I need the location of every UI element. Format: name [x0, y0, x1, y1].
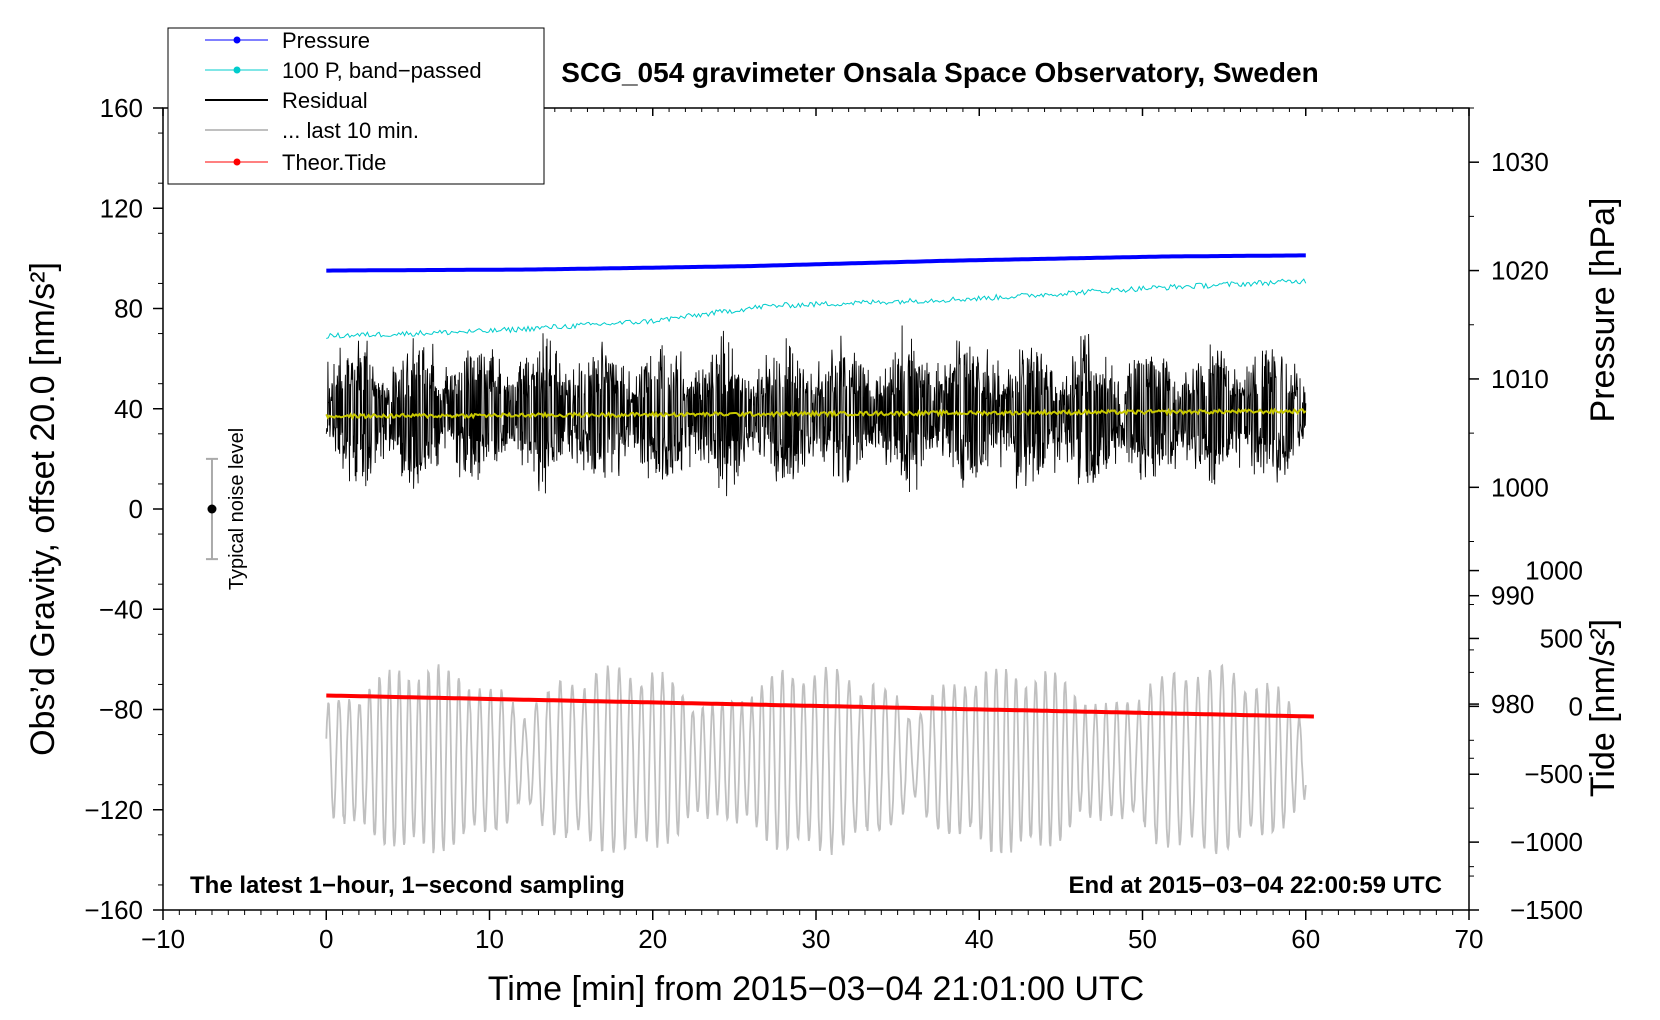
- legend-box: [167, 27, 545, 185]
- legend-item-theor-tide: Theor.Tide: [205, 150, 386, 175]
- plot-frame: [162, 107, 1470, 911]
- x-tick-label: 30: [802, 924, 831, 954]
- y-pressure-tick-label: 980: [1491, 689, 1534, 719]
- y-pressure-tick-label: 1000: [1491, 472, 1549, 502]
- legend-item-band-passed: 100 P, band−passed: [205, 58, 482, 83]
- y-tide-tick-label: 500: [1540, 623, 1583, 653]
- legend: Pressure 100 P, band−passed Residual ...…: [167, 27, 545, 185]
- x-tick-label: −10: [141, 924, 185, 954]
- y-left-tick-label: 160: [100, 93, 143, 123]
- y-left-tick-label: −80: [99, 695, 143, 725]
- y-tide-tick-label: −1000: [1510, 827, 1583, 857]
- legend-marker-band-passed: [233, 66, 241, 74]
- legend-item-residual: Residual: [205, 88, 368, 113]
- y-pressure-tick-label: 990: [1491, 581, 1534, 611]
- data-series: [325, 253, 1314, 855]
- series-residual: [325, 325, 1307, 497]
- y-tide-tick-label: 0: [1569, 691, 1583, 721]
- x-tick-label: 50: [1128, 924, 1157, 954]
- legend-label-theor-tide: Theor.Tide: [282, 150, 386, 175]
- legend-marker-pressure: [233, 36, 241, 44]
- x-tick-label: 40: [965, 924, 994, 954]
- x-tick-label: 0: [319, 924, 333, 954]
- y-tide-tick-label: −1500: [1510, 895, 1583, 925]
- y-left-tick-label: −160: [84, 895, 143, 925]
- x-tick-label: 20: [638, 924, 667, 954]
- x-tick-label: 10: [475, 924, 504, 954]
- y-left-tick-label: 40: [114, 394, 143, 424]
- y-left-tick-label: −120: [84, 795, 143, 825]
- chart-title: SCG_054 gravimeter Onsala Space Observat…: [561, 57, 1318, 88]
- axis-ticks: −10 0 10 20 30 40 50 60 7016012080400−40−80−120−…: [84, 93, 1583, 954]
- legend-item-last-10-min: ... last 10 min.: [205, 118, 419, 143]
- y-axis-label-pressure: Pressure [hPa]: [1584, 198, 1622, 423]
- legend-label-last-10-min: ... last 10 min.: [282, 118, 419, 143]
- y-axis-label-left: Obs’d Gravity, offset 20.0 [nm/s²]: [24, 262, 62, 756]
- noise-bar-center: [207, 504, 217, 514]
- y-pressure-tick-label: 1020: [1491, 256, 1549, 286]
- series-pressure: [326, 253, 1306, 273]
- y-pressure-tick-label: 1010: [1491, 364, 1549, 394]
- series-theor-tide: [326, 693, 1314, 719]
- noise-indicator: Typical noise level: [205, 428, 248, 590]
- legend-label-pressure: Pressure: [282, 28, 370, 53]
- legend-item-pressure: Pressure: [205, 28, 370, 53]
- legend-label-band-passed: 100 P, band−passed: [282, 58, 482, 83]
- series-band-passed: [326, 278, 1307, 339]
- y-left-tick-label: 0: [129, 494, 143, 524]
- plot-border: [162, 107, 1470, 911]
- y-tide-tick-label: 1000: [1525, 556, 1583, 586]
- series-last-10-min: [325, 663, 1307, 855]
- x-tick-label: 70: [1455, 924, 1484, 954]
- noise-label: Typical noise level: [226, 428, 248, 590]
- y-left-tick-label: 120: [100, 193, 143, 223]
- sampling-note: The latest 1−hour, 1−second sampling: [190, 872, 625, 899]
- legend-marker-theor-tide: [233, 158, 241, 166]
- y-tide-tick-label: −500: [1524, 759, 1583, 789]
- legend-label-residual: Residual: [282, 88, 368, 113]
- series-residual-mean: [325, 407, 1307, 421]
- x-tick-label: 60: [1291, 924, 1320, 954]
- y-pressure-tick-label: 1030: [1491, 147, 1549, 177]
- end-time-note: End at 2015−03−04 22:00:59 UTC: [1068, 872, 1442, 899]
- y-axis-label-tide: Tide [nm/s²]: [1584, 619, 1622, 797]
- y-left-tick-label: 80: [114, 294, 143, 324]
- y-left-tick-label: −40: [99, 594, 143, 624]
- x-axis-label: Time [min] from 2015−03−04 21:01:00 UTC: [488, 970, 1144, 1008]
